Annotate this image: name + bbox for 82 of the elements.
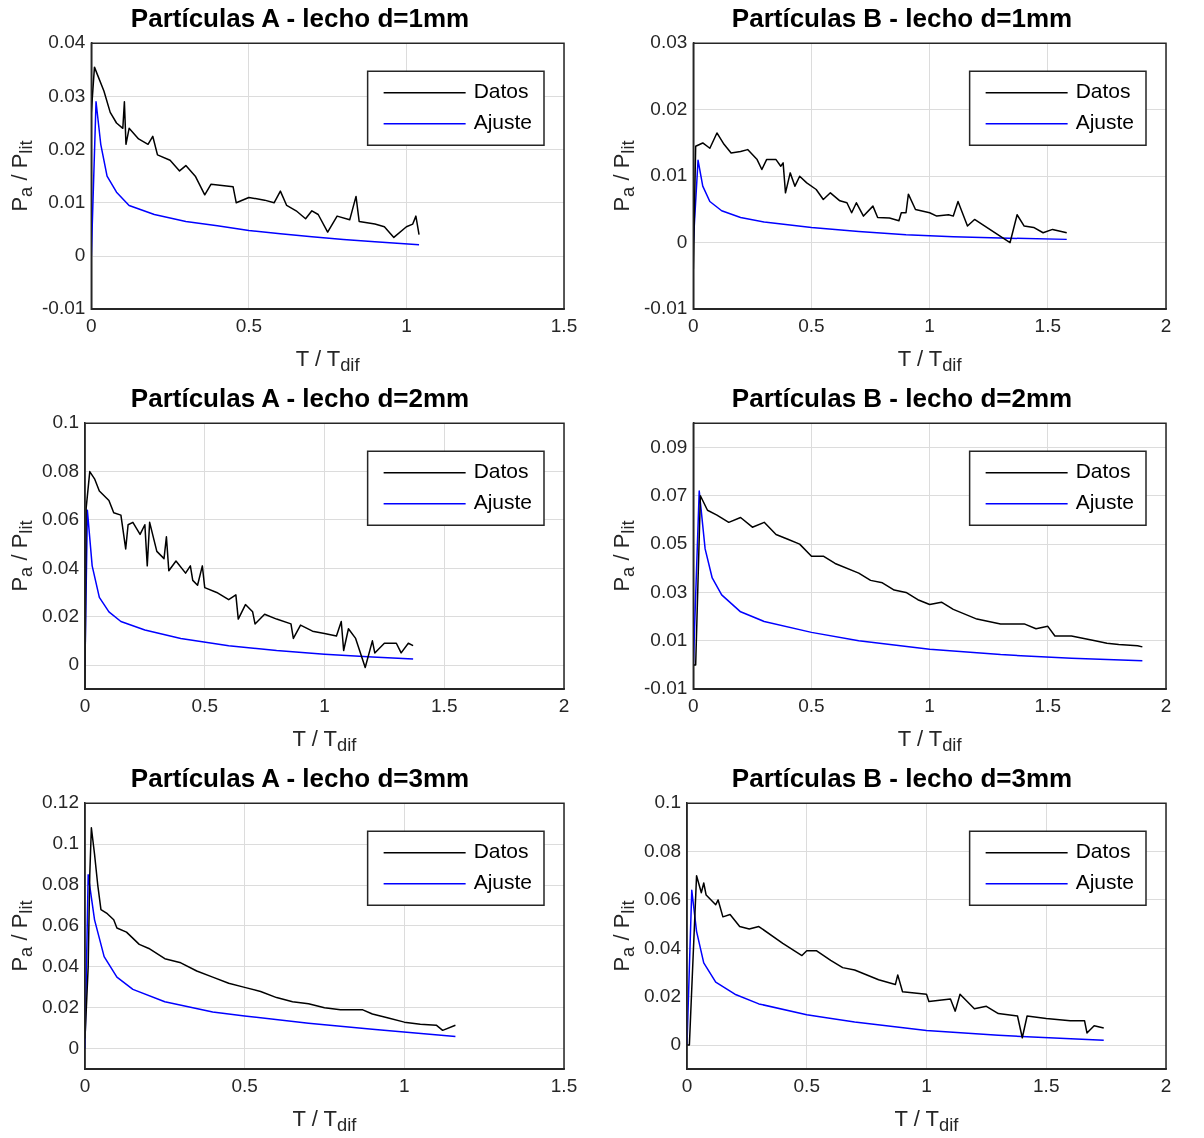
y-tick-label: 0.06 bbox=[42, 914, 79, 936]
x-tick-label: 1.5 bbox=[431, 694, 458, 716]
y-tick-label: 0.09 bbox=[650, 435, 688, 457]
y-tick-label: 0.1 bbox=[52, 411, 79, 433]
y-tick-label: 0 bbox=[68, 1036, 79, 1058]
chart-title: Partículas A - lecho d=3mm bbox=[130, 762, 470, 793]
x-tick-label: 1.5 bbox=[550, 1074, 578, 1096]
legend-label: Ajuste bbox=[1075, 870, 1135, 894]
legend-label: Datos bbox=[473, 459, 529, 483]
legend-label: Ajuste bbox=[1075, 490, 1135, 514]
legend-label: Ajuste bbox=[473, 490, 533, 514]
chart-title: Partículas A - lecho d=1mm bbox=[130, 2, 470, 33]
x-tick-label: 0.5 bbox=[191, 694, 218, 716]
chart-title: Partículas A - lecho d=2mm bbox=[130, 382, 470, 413]
x-tick-label: 0.5 bbox=[798, 314, 825, 336]
x-tick-label: 1.5 bbox=[550, 314, 578, 336]
x-tick-label: 0.5 bbox=[798, 694, 825, 716]
x-axis-title: T / T$_{dif}$ bbox=[897, 725, 962, 756]
y-tick-label: 0.05 bbox=[650, 532, 688, 554]
y-tick-label: 0 bbox=[74, 244, 86, 266]
x-axis-title: T / T$_{dif}$ bbox=[295, 345, 360, 376]
y-tick-label: -0.01 bbox=[41, 297, 86, 319]
x-tick-label: 2 bbox=[558, 694, 570, 716]
y-tick-label: 0.01 bbox=[650, 164, 688, 186]
y-tick-label: 0.02 bbox=[650, 97, 688, 119]
y-tick-label: 0.06 bbox=[42, 508, 79, 530]
y-tick-label: -0.01 bbox=[643, 677, 688, 699]
x-tick-label: 1 bbox=[401, 314, 412, 336]
x-tick-label: 1.5 bbox=[1034, 694, 1062, 716]
x-tick-label: 2 bbox=[1160, 1074, 1172, 1096]
y-tick-label: 0.04 bbox=[48, 31, 86, 53]
legend-label: Ajuste bbox=[473, 870, 533, 894]
y-tick-label: 0.08 bbox=[644, 839, 681, 861]
y-tick-label: -0.01 bbox=[643, 297, 688, 319]
y-tick-label: 0.08 bbox=[42, 873, 79, 895]
chart-title: Partículas B - lecho d=2mm bbox=[731, 382, 1073, 413]
x-tick-label: 1 bbox=[924, 314, 935, 336]
y-tick-label: 0 bbox=[68, 653, 79, 675]
y-tick-label: 0.08 bbox=[42, 459, 79, 481]
y-tick-label: 0.1 bbox=[52, 832, 79, 854]
x-axis-title: T / T$_{dif}$ bbox=[894, 1105, 959, 1136]
legend-label: Ajuste bbox=[473, 110, 533, 134]
y-tick-label: 0.07 bbox=[650, 483, 688, 505]
x-tick-label: 1 bbox=[399, 1074, 410, 1096]
y-tick-label: 0.04 bbox=[42, 556, 80, 578]
legend-label: Datos bbox=[1075, 459, 1131, 483]
y-tick-label: 0.03 bbox=[650, 580, 688, 602]
y-tick-label: 0.04 bbox=[644, 936, 682, 958]
y-tick-label: 0.03 bbox=[48, 84, 86, 106]
chart-title: Partículas B - lecho d=1mm bbox=[731, 2, 1073, 33]
x-tick-label: 1 bbox=[924, 694, 935, 716]
y-tick-label: 0.04 bbox=[42, 955, 80, 977]
y-tick-label: 0.12 bbox=[42, 791, 79, 813]
x-tick-label: 1 bbox=[319, 694, 330, 716]
y-tick-label: 0.01 bbox=[650, 629, 688, 651]
x-tick-label: 0.5 bbox=[793, 1074, 820, 1096]
y-tick-label: 0.06 bbox=[644, 888, 681, 910]
x-tick-label: 2 bbox=[1160, 314, 1172, 336]
x-tick-label: 0.5 bbox=[235, 314, 263, 336]
x-axis-title: T / T$_{dif}$ bbox=[292, 1105, 357, 1136]
legend-label: Datos bbox=[1075, 79, 1131, 103]
y-tick-label: 0 bbox=[676, 230, 688, 252]
x-axis-title: T / T$_{dif}$ bbox=[292, 725, 357, 756]
y-tick-label: 0.01 bbox=[48, 191, 86, 213]
y-tick-label: 0.02 bbox=[42, 996, 79, 1018]
y-tick-label: 0.02 bbox=[48, 137, 86, 159]
y-tick-label: 0.02 bbox=[644, 984, 681, 1006]
x-tick-label: 1.5 bbox=[1033, 1074, 1060, 1096]
x-tick-label: 1.5 bbox=[1034, 314, 1062, 336]
x-axis-title: T / T$_{dif}$ bbox=[897, 345, 962, 376]
legend-label: Datos bbox=[1075, 839, 1131, 863]
legend-label: Datos bbox=[473, 839, 529, 863]
y-tick-label: 0 bbox=[670, 1033, 681, 1055]
legend-label: Datos bbox=[473, 79, 529, 103]
y-tick-label: 0.1 bbox=[654, 791, 681, 813]
legend-label: Ajuste bbox=[1075, 110, 1135, 134]
x-tick-label: 1 bbox=[921, 1074, 932, 1096]
x-tick-label: 0.5 bbox=[231, 1074, 258, 1096]
y-tick-label: 0.03 bbox=[650, 31, 688, 53]
chart-title: Partículas B - lecho d=3mm bbox=[731, 762, 1073, 793]
x-tick-label: 2 bbox=[1160, 694, 1172, 716]
y-tick-label: 0.02 bbox=[42, 604, 79, 626]
